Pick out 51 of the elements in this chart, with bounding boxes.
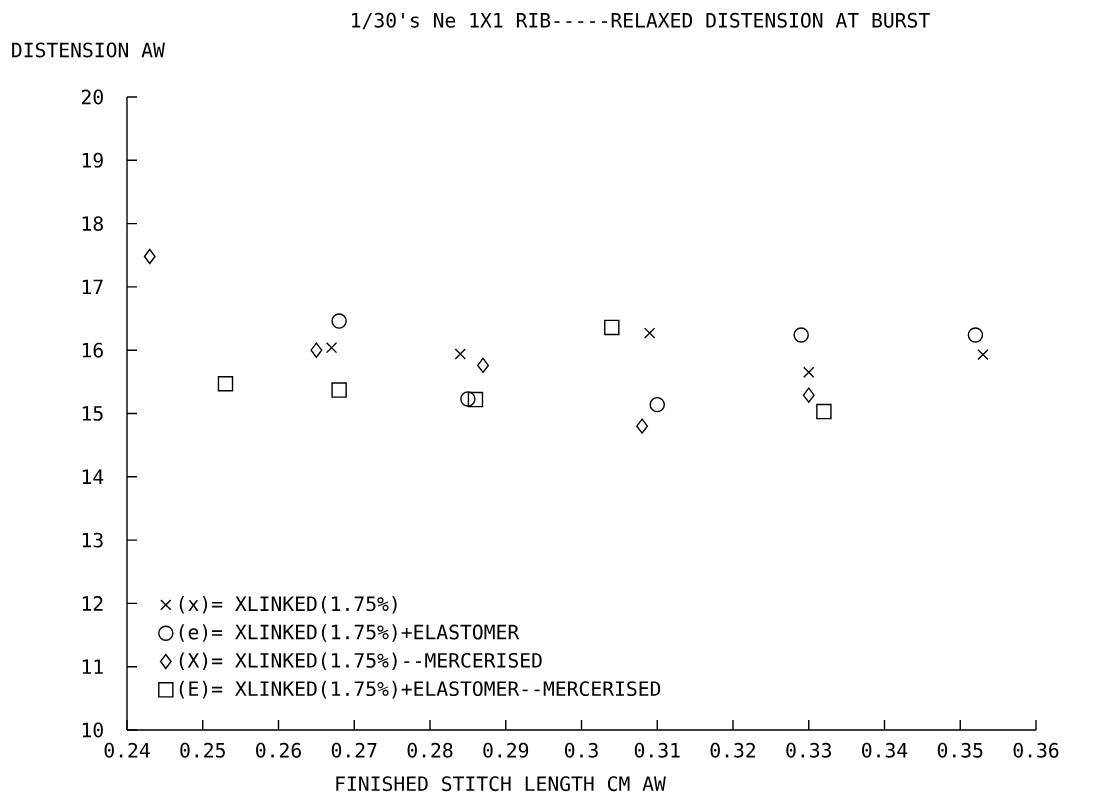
chart-title: 1/30's Ne 1X1 RIB-----RELAXED DISTENSION AT BURST xyxy=(352,12,930,30)
y-tick-label: 18 xyxy=(82,216,103,232)
x-tick-label: 0.29 xyxy=(483,742,529,758)
point xyxy=(803,366,815,379)
point xyxy=(454,348,466,360)
y-tick-label: 15 xyxy=(82,406,103,421)
point xyxy=(331,313,347,329)
y-tick-label: 12 xyxy=(82,596,103,611)
point xyxy=(967,327,984,343)
x-tick-label: 0.28 xyxy=(407,742,453,758)
point xyxy=(636,418,649,434)
y-tick-label: 17 xyxy=(82,279,103,295)
point xyxy=(644,327,656,339)
x-tick-label: 0.3 xyxy=(565,742,598,758)
x-tick-label: 0.34 xyxy=(862,742,908,758)
y-tick-label: 10 xyxy=(82,722,103,738)
point xyxy=(977,348,989,361)
point xyxy=(460,391,476,407)
x-tick-label: 0.31 xyxy=(634,742,680,758)
point xyxy=(331,382,347,398)
y-tick-label: 16 xyxy=(82,342,103,358)
point xyxy=(310,342,323,358)
legend-label: (E)= XLINKED(1.75%)+ELASTOMER--MERCERISED xyxy=(179,680,661,699)
x-tick-label: 0.24 xyxy=(104,742,150,758)
point xyxy=(477,357,490,374)
point xyxy=(802,387,815,403)
x-tick-label: 0.33 xyxy=(786,742,831,758)
x-tick-label: 0.25 xyxy=(180,742,225,758)
x-tick-label: 0.26 xyxy=(256,742,301,758)
point xyxy=(604,319,620,336)
point xyxy=(217,376,234,392)
y-tick-label: 20 xyxy=(81,89,103,105)
y-tick-label: 14 xyxy=(82,469,104,484)
y-tick-label: 13 xyxy=(82,532,103,548)
y-tick-label: 11 xyxy=(82,659,103,674)
y-tick-label: 19 xyxy=(82,152,103,168)
x-tick-label: 0.35 xyxy=(937,742,983,758)
x-tick-label: 0.36 xyxy=(1013,742,1059,758)
x-tick-label: 0.27 xyxy=(331,742,377,758)
point xyxy=(325,341,338,354)
point xyxy=(793,327,809,343)
x-tick-label: 0.32 xyxy=(710,742,756,758)
point xyxy=(649,396,665,413)
point xyxy=(816,403,832,420)
point xyxy=(467,391,484,408)
legend-label: (X)= XLINKED(1.75%)--MERCERISED xyxy=(179,652,542,671)
y-axis-title: DISTENSION AW xyxy=(12,42,165,58)
legend-label: (e)= XLINKED(1.75%)+ELASTOMER xyxy=(179,624,520,642)
legend-label: (x)= XLINKED(1.75%) xyxy=(179,595,397,614)
x-axis-title: FINISHED STITCH LENGTH CM AW xyxy=(336,776,666,792)
point xyxy=(143,248,156,265)
